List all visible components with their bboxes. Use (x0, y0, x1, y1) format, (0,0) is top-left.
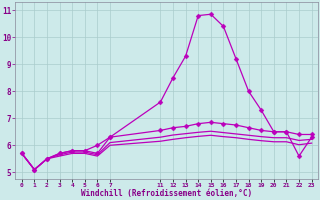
X-axis label: Windchill (Refroidissement éolien,°C): Windchill (Refroidissement éolien,°C) (81, 189, 252, 198)
